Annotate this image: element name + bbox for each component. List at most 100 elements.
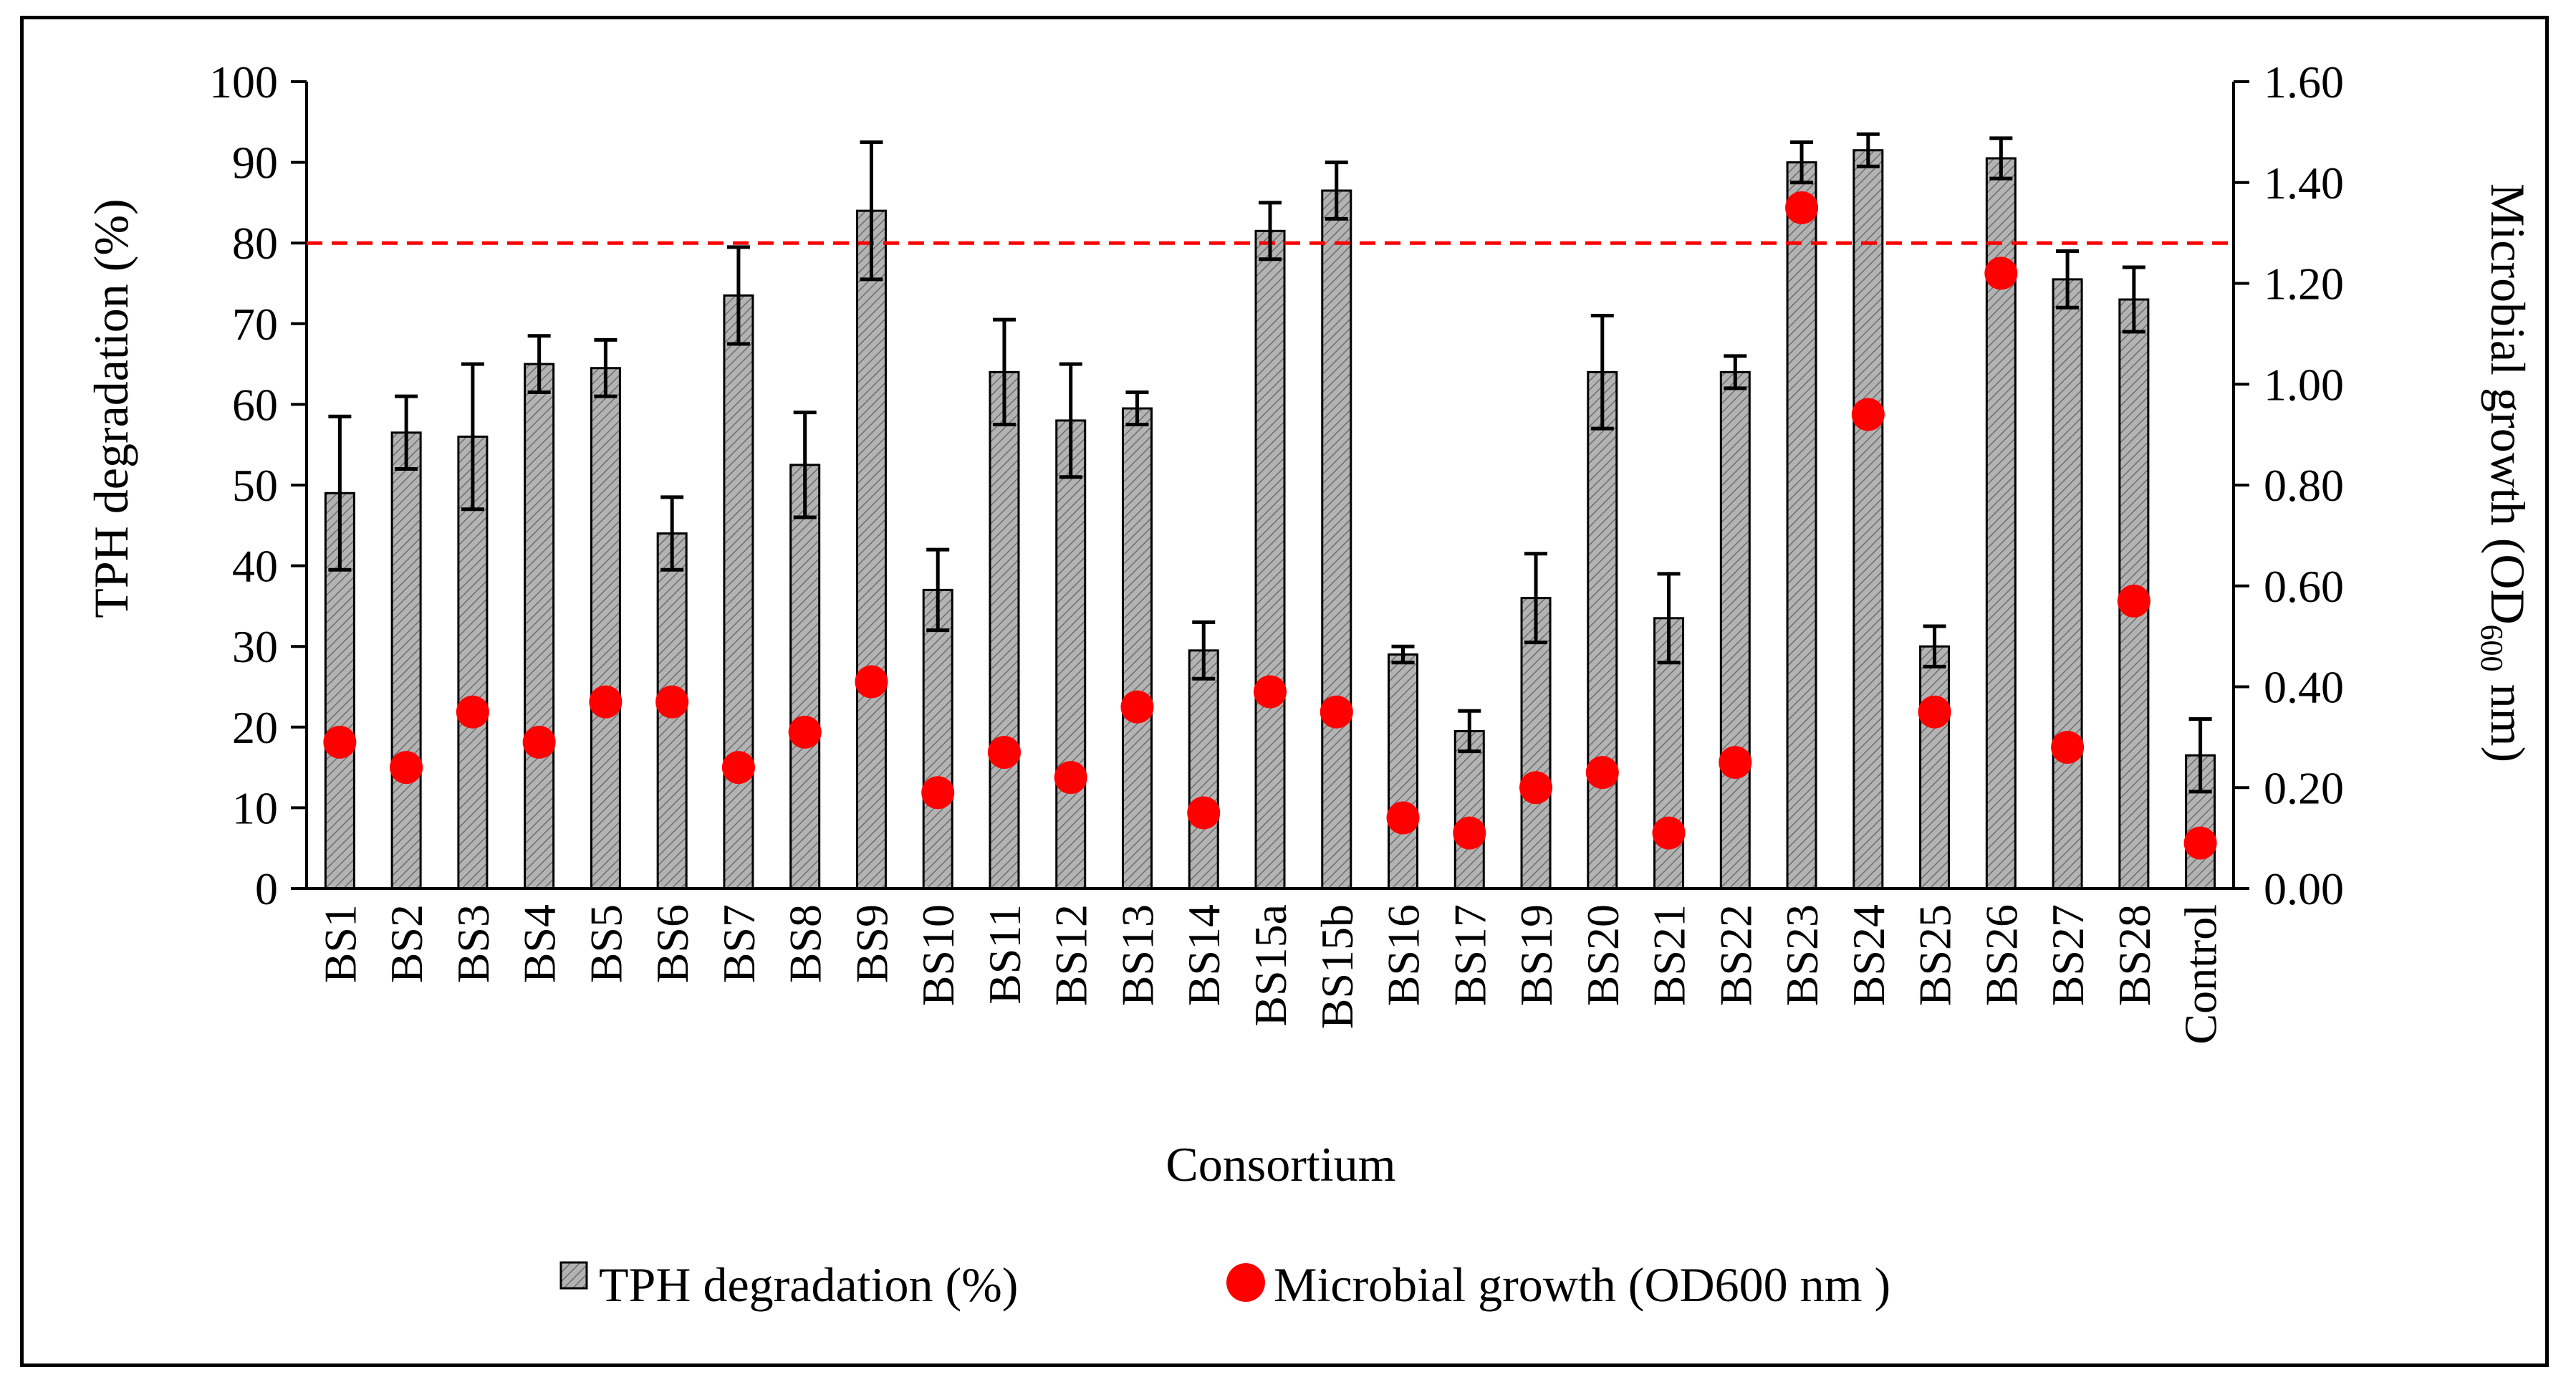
legend-label-tph: TPH degradation (%): [599, 1257, 1018, 1312]
bar-BS13: [1121, 407, 1153, 890]
x-category-label: Control: [2176, 904, 2226, 1045]
bar-BS11: [989, 370, 1020, 890]
x-category-label: BS17: [1444, 904, 1495, 1006]
growth-point-BS8: [788, 715, 822, 749]
growth-point-BS10: [921, 776, 955, 810]
growth-point-BS26: [1984, 257, 2018, 290]
growth-point-BS24: [1851, 398, 1885, 431]
x-category-label: BS21: [1644, 904, 1695, 1006]
x-category-label: BS16: [1378, 904, 1429, 1006]
left-axis-title: TPH degradation (%): [84, 198, 138, 618]
legend-label-growth: Microbial growth (OD600 nm ): [1274, 1257, 1890, 1312]
right-axis-tick-label: 0.80: [2264, 460, 2344, 511]
right-axis: 0.00 0.20 0.40 0.60 0.80 1.00 1.20 1.40 1.60: [2232, 57, 2344, 914]
x-category-label: BS23: [1777, 904, 1827, 1006]
x-category-label: BS13: [1112, 904, 1163, 1006]
legend: TPH degradation (%) Microbial growth (OD…: [559, 1257, 1890, 1312]
x-category-label: BS1: [314, 904, 365, 983]
growth-point-BS16: [1386, 801, 1420, 835]
right-axis-tick-label: 0.20: [2264, 762, 2344, 813]
left-axis: 0 10 20 30 40 50 60 70 80 90 100: [209, 57, 308, 914]
x-category-label: BS22: [1710, 904, 1761, 1006]
bar-BS15a: [1254, 229, 1286, 890]
right-axis-tick-label: 1.40: [2264, 158, 2344, 208]
x-category-label: BS5: [580, 904, 631, 983]
bar-BS7: [723, 294, 754, 890]
bar-BS19: [1520, 597, 1552, 890]
legend-swatch-point: [1226, 1263, 1265, 1302]
growth-point-BS20: [1585, 756, 1619, 790]
bar-BS2: [390, 431, 422, 890]
x-category-label: BS10: [913, 904, 963, 1006]
right-axis-tick-label: 1.60: [2264, 57, 2344, 107]
right-axis-tick-label: 1.20: [2264, 259, 2344, 310]
chart-frame: [20, 16, 2549, 1367]
growth-point-BS17: [1453, 816, 1486, 850]
growth-point-BS3: [456, 695, 489, 729]
x-category-label: BS20: [1577, 904, 1628, 1006]
bar-BS9: [855, 209, 887, 890]
bar-BS17: [1453, 729, 1485, 890]
bar-BS20: [1587, 370, 1618, 890]
x-category-label: BS12: [1046, 904, 1097, 1006]
growth-point-BS27: [2051, 730, 2085, 764]
growth-point-BS7: [721, 751, 755, 785]
right-axis-tick-label: 0.00: [2264, 863, 2344, 914]
x-category-label: BS3: [448, 904, 499, 983]
legend-swatch-bar: [559, 1261, 588, 1290]
growth-point-BS13: [1120, 690, 1154, 724]
x-category-label: BS6: [647, 904, 698, 983]
left-axis-tick-label: 10: [232, 782, 278, 833]
x-category-label: BS15b: [1312, 904, 1363, 1029]
bar-BS14: [1188, 649, 1219, 890]
growth-point-BS28: [2117, 584, 2150, 618]
x-category-label: BS7: [713, 904, 764, 983]
left-axis-tick-label: 50: [232, 460, 278, 511]
bar-BS12: [1055, 419, 1087, 890]
bar-BS8: [789, 464, 821, 890]
x-category-label: BS11: [979, 904, 1030, 1005]
bar-BS4: [524, 363, 555, 890]
left-axis-tick-label: 40: [232, 541, 278, 592]
error-bar-series: [328, 132, 2212, 794]
growth-point-BS9: [855, 665, 888, 699]
growth-point-BS5: [589, 685, 623, 719]
x-category-label: BS2: [381, 904, 432, 983]
growth-point-BS2: [390, 751, 423, 785]
growth-point-BS19: [1519, 771, 1553, 805]
bar-BS27: [2052, 278, 2083, 890]
bar-BS23: [1786, 161, 1817, 890]
growth-point-BS11: [987, 735, 1021, 769]
growth-point-BS25: [1918, 695, 1951, 729]
growth-point-BS22: [1719, 746, 1752, 780]
x-category-label: BS9: [846, 904, 897, 983]
left-axis-tick-label: 60: [232, 379, 278, 430]
x-category-label: BS24: [1843, 904, 1894, 1006]
right-axis-title-tail: nm): [2481, 672, 2535, 763]
right-axis-title-subscript: 600: [2474, 625, 2509, 672]
left-axis-tick-label: 90: [232, 138, 278, 188]
bar-BS22: [1719, 370, 1751, 890]
left-axis-tick-label: 0: [255, 863, 278, 914]
x-category-label: BS14: [1178, 904, 1229, 1006]
x-category-label: BS25: [1910, 904, 1961, 1006]
right-axis-title: Microbial growth (OD600 nm): [2474, 183, 2535, 762]
x-category-labels: BS1 BS2 BS3 BS4 BS5 BS6 BS7 BS8 BS9 BS10 BS11 BS12 B…: [307, 887, 2234, 1045]
x-category-label: BS15a: [1245, 904, 1296, 1027]
x-category-label: BS28: [2109, 904, 2160, 1006]
x-category-label: BS27: [2042, 904, 2093, 1006]
left-axis-tick-label: 20: [232, 702, 278, 753]
x-category-label: BS4: [514, 904, 565, 983]
growth-point-series: [323, 191, 2217, 860]
left-axis-tick-label: 100: [209, 57, 278, 107]
growth-point-BS23: [1785, 191, 1819, 224]
right-axis-tick-label: 0.40: [2264, 662, 2344, 713]
bar-BS10: [922, 588, 953, 890]
growth-point-BS15b: [1320, 695, 1353, 729]
growth-point-BS6: [655, 685, 689, 719]
left-axis-tick-label: 70: [232, 299, 278, 350]
right-axis-tick-label: 0.60: [2264, 561, 2344, 612]
growth-point-BS15a: [1254, 675, 1287, 709]
bar-BS16: [1388, 653, 1419, 890]
left-axis-tick-label: 80: [232, 218, 278, 269]
